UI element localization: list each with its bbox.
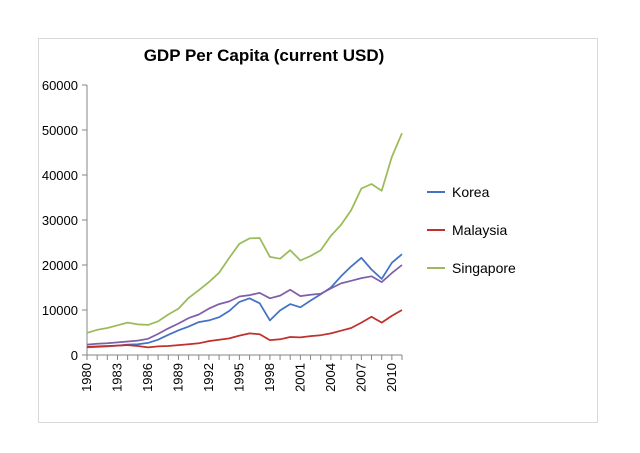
legend-label-korea: Korea [452,184,490,200]
x-tick-label: 2007 [353,363,368,392]
series-line-korea [86,253,403,349]
y-tick-label: 0 [71,348,78,363]
x-tick-label: 2004 [323,363,338,392]
series-line-unlabeled [86,264,403,346]
x-tick-label: 1986 [140,363,155,392]
chart-title: GDP Per Capita (current USD) [144,46,385,65]
y-tick-label: 60000 [42,78,78,93]
y-tick-label: 10000 [42,303,78,318]
x-tick-label: 1998 [262,363,277,392]
y-tick-label: 30000 [42,213,78,228]
series-line-singapore [86,132,403,334]
y-tick-label: 20000 [42,258,78,273]
x-tick-label: 1983 [109,363,124,392]
legend-label-singapore: Singapore [452,260,516,276]
axes: 0 10000 20000 30000 40000 50000 60000 1980 1983 1… [42,78,403,392]
x-tick-label: 1992 [201,363,216,392]
series-line-malaysia [86,309,403,349]
x-tick-label: 2001 [292,363,307,392]
x-tick-label: 2010 [384,363,399,392]
legend-label-malaysia: Malaysia [452,222,507,238]
chart-frame: GDP Per Capita (current USD) 0 10000 20000… [38,38,598,423]
series-lines [86,132,403,349]
legend: Korea Malaysia Singapore [427,184,516,276]
x-tick-label: 1989 [170,363,185,392]
x-tick-label: 1995 [231,363,246,392]
x-tick-label: 1980 [79,363,94,392]
gdp-line-chart: GDP Per Capita (current USD) 0 10000 20000… [42,46,516,392]
y-tick-label: 50000 [42,123,78,138]
y-tick-label: 40000 [42,168,78,183]
